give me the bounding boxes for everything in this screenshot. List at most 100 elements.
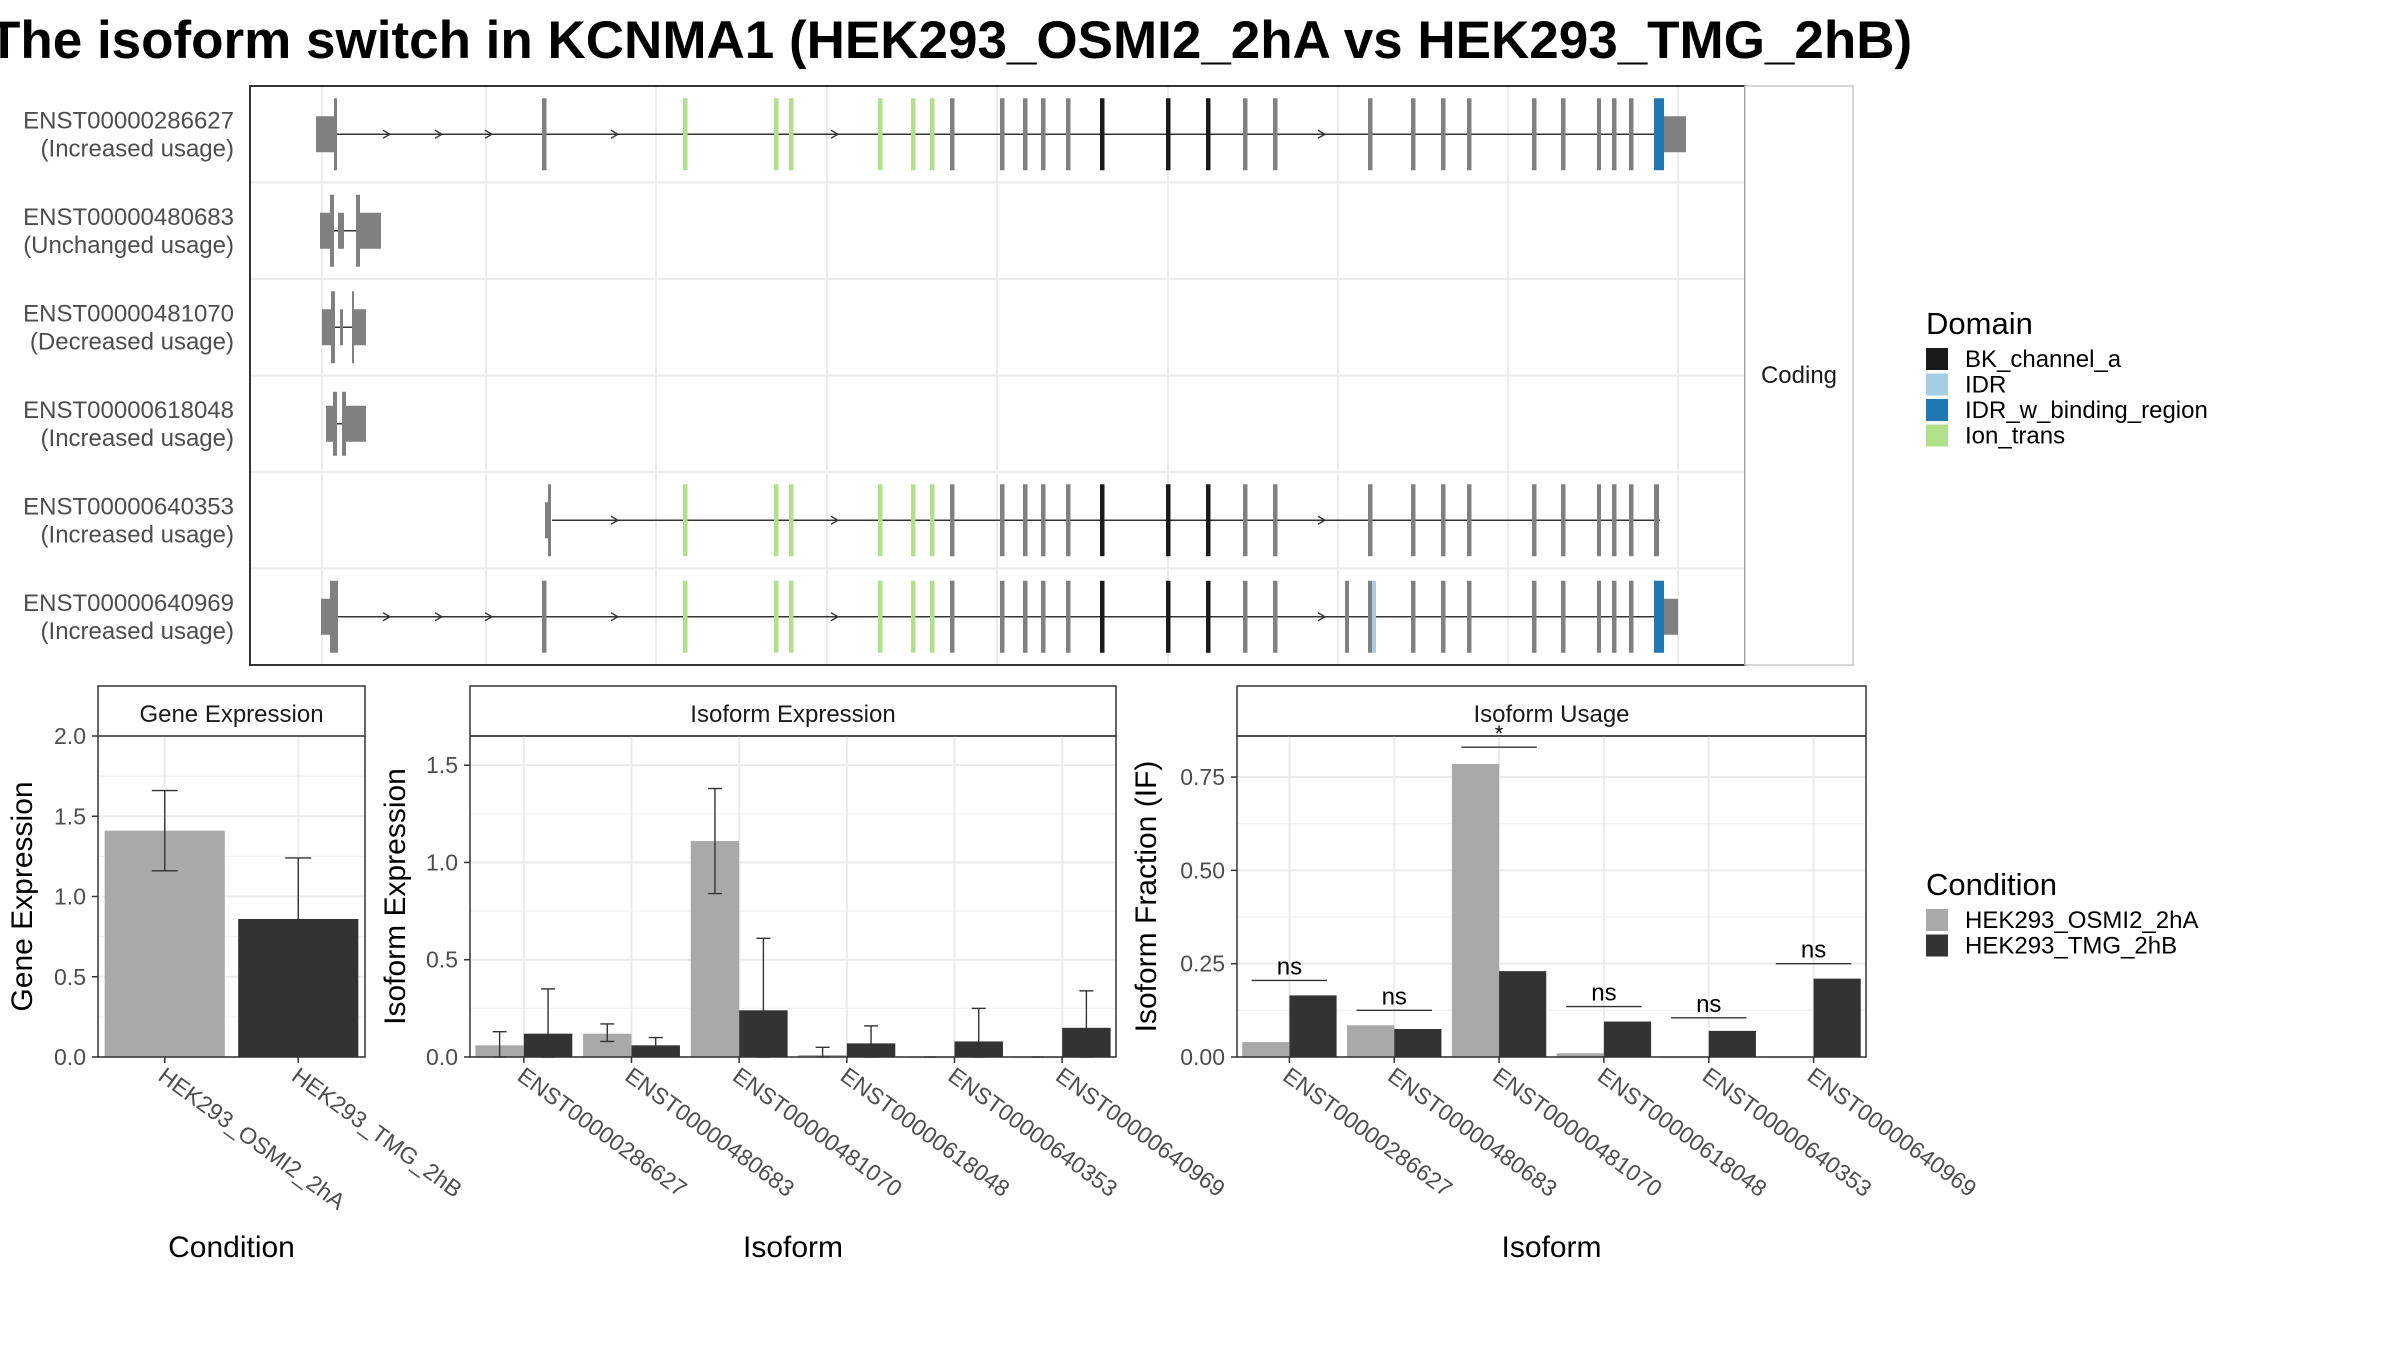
intron-direction-arrow: [382, 129, 392, 139]
exon: [330, 194, 334, 267]
exon: [548, 484, 551, 557]
exon: [1441, 580, 1446, 653]
domain-exon-IDR_w_binding_region: [1654, 98, 1664, 171]
y-axis-title: Isoform Expression: [379, 768, 412, 1025]
transcript-label-status: (Increased usage): [41, 618, 234, 645]
exon: [330, 580, 338, 653]
condition-legend-label: HEK293_TMG_2hB: [1965, 933, 2177, 960]
y-tick-label: 0.50: [1180, 857, 1225, 883]
x-tick-label: ENST00000640969: [1803, 1062, 1982, 1202]
bar: [1394, 1029, 1442, 1057]
y-tick-label: 0.5: [54, 964, 86, 990]
transcript-label-status: (Increased usage): [41, 135, 234, 162]
domain-exon-Ion_trans: [683, 484, 688, 557]
bar: [1603, 1021, 1652, 1057]
x-axis-title: Isoform: [1501, 1231, 1601, 1264]
x-tick-label: ENST00000640353: [1698, 1062, 1877, 1202]
exon: [1023, 98, 1028, 171]
exon: [1041, 484, 1046, 557]
exon: [352, 291, 354, 364]
exon: [1629, 98, 1634, 171]
intron-direction-arrow: [434, 129, 444, 139]
transcript-label-status: (Unchanged usage): [23, 232, 234, 259]
exon: [1243, 484, 1248, 557]
domain-exon-Ion_trans: [774, 580, 779, 653]
transcript-label-id: ENST00000618048: [23, 397, 234, 424]
exon: [1273, 98, 1278, 171]
y-tick-label: 0.25: [1180, 951, 1225, 977]
y-tick-label: 1.5: [426, 752, 458, 778]
domain-exon-BK_channel_a: [1166, 98, 1171, 171]
exon: [1345, 580, 1349, 653]
domain-exon-Ion_trans: [911, 580, 916, 653]
exon: [1561, 484, 1566, 557]
intron-direction-arrow: [1317, 129, 1327, 139]
x-axis-title: Isoform: [743, 1231, 843, 1264]
y-tick-label: 0.0: [54, 1044, 86, 1070]
x-tick-label: ENST00000286627: [1278, 1062, 1457, 1202]
exon: [1368, 580, 1373, 653]
domain-exon-BK_channel_a: [1166, 484, 1171, 557]
transcript-label-status: (Decreased usage): [30, 328, 234, 355]
condition-legend-swatch: [1926, 909, 1948, 931]
domain-legend-swatch: [1926, 424, 1948, 447]
condition-legend-title: Condition: [1926, 867, 2057, 902]
panel-title: Isoform Expression: [690, 701, 895, 728]
y-axis-title: Isoform Fraction (IF): [1130, 761, 1163, 1033]
bar: [1813, 978, 1861, 1057]
exon: [320, 212, 330, 249]
x-tick-label: ENST00000618048: [1593, 1062, 1772, 1202]
bar: [1556, 1053, 1604, 1057]
exon: [1000, 484, 1005, 557]
bar: [1708, 1030, 1756, 1057]
domain-legend-swatch: [1926, 348, 1948, 370]
y-tick-label: 1.5: [54, 803, 86, 829]
exon: [1597, 580, 1601, 653]
domain-legend-label: IDR_w_binding_region: [1965, 397, 2208, 424]
intron-direction-arrow: [610, 515, 620, 525]
exon: [1000, 580, 1005, 653]
transcript-label-id: ENST00000640969: [23, 590, 234, 617]
domain-exon-Ion_trans: [683, 580, 688, 653]
transcript-label-status: (Increased usage): [41, 425, 234, 452]
utr-exon: [359, 212, 381, 249]
exon: [1532, 484, 1537, 557]
domain-exon-IDR: [1372, 580, 1376, 653]
exon: [1467, 580, 1472, 653]
bar: [1347, 1025, 1395, 1057]
exon: [356, 194, 360, 267]
x-tick-label: ENST00000640969: [1051, 1062, 1230, 1202]
exon: [1411, 580, 1416, 653]
exon: [950, 580, 955, 653]
coding-strip: [1744, 85, 1854, 666]
intron-direction-arrow: [830, 515, 840, 525]
transcript-label-id: ENST00000640353: [23, 493, 234, 520]
exon: [1612, 580, 1617, 653]
exon: [1066, 580, 1071, 653]
exon: [1654, 484, 1659, 557]
condition-legend-swatch: [1926, 934, 1948, 957]
domain-exon-Ion_trans: [789, 580, 794, 653]
exon: [326, 405, 335, 442]
exon: [1066, 98, 1071, 171]
domain-legend-label: Ion_trans: [1965, 423, 2065, 450]
exon: [1041, 580, 1046, 653]
significance-label: *: [1495, 721, 1504, 746]
intron-direction-arrow: [484, 129, 494, 139]
intron-direction-arrow: [610, 612, 620, 622]
exon: [1023, 580, 1028, 653]
domain-exon-Ion_trans: [878, 484, 883, 557]
exon: [1467, 484, 1472, 557]
exon: [1000, 98, 1005, 171]
domain-exon-BK_channel_a: [1206, 484, 1211, 557]
condition-legend-label: HEK293_OSMI2_2hA: [1965, 907, 2198, 934]
x-axis-title: Condition: [168, 1231, 295, 1264]
exon: [333, 391, 337, 456]
panel-strip: [1236, 685, 1867, 737]
exon: [331, 291, 335, 364]
utr-exon: [1664, 598, 1678, 635]
domain-exon-Ion_trans: [774, 98, 779, 171]
domain-exon-BK_channel_a: [1100, 98, 1105, 171]
intron-direction-arrow: [1317, 515, 1327, 525]
